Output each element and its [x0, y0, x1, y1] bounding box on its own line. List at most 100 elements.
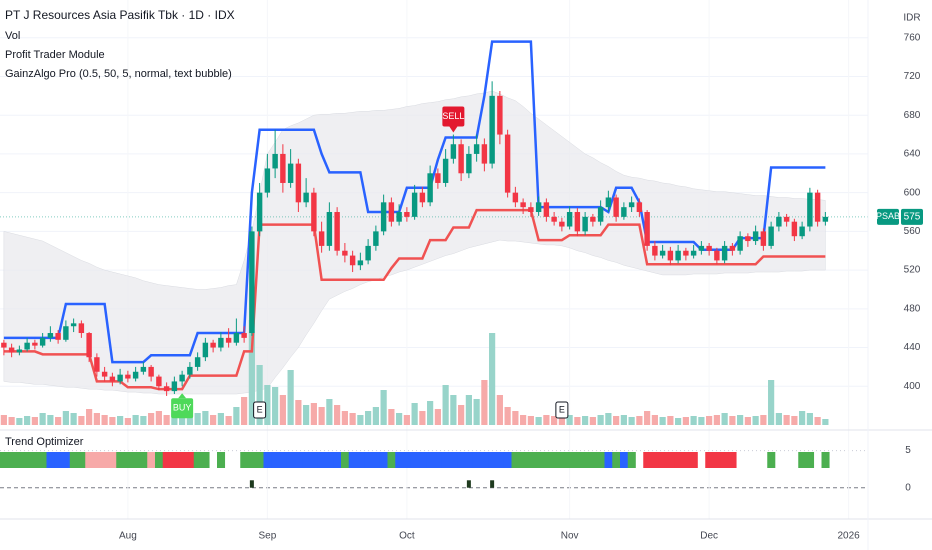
volume-bar	[752, 416, 759, 425]
trend-segment	[596, 452, 605, 468]
trend-segment	[434, 452, 443, 468]
trend-segment	[77, 452, 86, 468]
candle-body	[78, 323, 85, 334]
volume-bar	[326, 399, 333, 425]
candle-body	[334, 212, 340, 251]
candle-body	[411, 192, 418, 217]
candle-body	[218, 337, 224, 348]
trend-segment	[124, 452, 133, 468]
candle-body	[357, 260, 364, 266]
volume-bar	[210, 415, 217, 425]
candle-body	[404, 212, 410, 217]
candle-body	[566, 212, 573, 227]
volume-bar	[124, 418, 131, 425]
candle-body	[559, 221, 565, 227]
candle-body	[752, 231, 759, 242]
trend-segment	[728, 452, 737, 468]
candle-body	[667, 250, 674, 261]
volume-bar	[729, 416, 736, 425]
candle-body	[597, 207, 604, 222]
signal-bubble	[442, 106, 465, 127]
volume-bar	[155, 411, 162, 425]
candle-body	[148, 366, 154, 377]
candle-body	[140, 366, 147, 372]
candle-body	[535, 202, 542, 213]
volume-bar	[535, 417, 542, 425]
volume-bar	[171, 413, 178, 425]
trend-segment	[387, 452, 396, 468]
volume-bar	[163, 415, 170, 425]
y-tick-label: 400	[904, 381, 921, 392]
trend-segment	[449, 452, 458, 468]
volume-bar	[427, 401, 434, 425]
candle-body	[156, 376, 162, 387]
candle-body	[814, 192, 821, 222]
volume-bar	[380, 390, 387, 425]
trend-segment	[333, 452, 342, 468]
candle-body	[504, 134, 511, 193]
candle-body	[326, 212, 333, 246]
candle-body	[450, 144, 457, 159]
trend-segment	[558, 452, 567, 468]
candle-body	[659, 250, 666, 256]
candle-body	[520, 202, 526, 208]
volume-bar	[582, 416, 589, 425]
volume-bar	[272, 387, 279, 425]
volume-bar	[372, 407, 379, 425]
plot-area: BUY SELL E E	[0, 40, 868, 488]
candle-body	[543, 202, 550, 217]
trend-segment	[201, 452, 210, 468]
price-badge	[901, 208, 923, 225]
indicator-label: GainzAlgo Pro (0.5, 50, 5, normal, text …	[5, 68, 232, 80]
y-tick-label: 560	[904, 226, 921, 237]
signal-label: SELL	[442, 111, 464, 121]
trend-segment	[379, 452, 388, 468]
volume-bar	[814, 417, 821, 425]
volume-bar	[566, 415, 573, 425]
trend-segment	[643, 452, 652, 468]
volume-bar	[132, 415, 139, 425]
candle-body	[590, 216, 596, 222]
y-tick-label: 680	[904, 110, 921, 121]
candle-body	[574, 212, 581, 232]
candle-body	[256, 192, 263, 232]
indicator-label: Vol	[5, 30, 20, 42]
trend-segment	[457, 452, 466, 468]
trend-segment	[581, 452, 590, 468]
bollinger-band	[3, 90, 826, 395]
trend-segment	[403, 452, 412, 468]
volume-bar	[458, 405, 465, 425]
trend-segment	[255, 452, 264, 468]
candle-body	[613, 197, 619, 217]
candle-body	[721, 245, 728, 261]
trend-segment	[604, 452, 613, 468]
volume-bar	[520, 415, 527, 425]
event-marker	[555, 401, 569, 419]
trend-segment	[550, 452, 559, 468]
candle-body	[86, 333, 92, 358]
trend-segment	[713, 452, 722, 468]
volume-bar	[396, 413, 403, 425]
candle-body	[628, 202, 635, 208]
candle-body	[760, 231, 767, 246]
candle-body	[318, 231, 325, 246]
trend-segment	[317, 452, 326, 468]
candle-body	[63, 326, 69, 340]
trend-segment	[162, 452, 171, 468]
candle-body	[194, 357, 201, 367]
candle-body	[706, 245, 712, 251]
candle-body	[497, 95, 503, 135]
volume-bar	[589, 417, 596, 425]
trend-segment	[93, 452, 102, 468]
trend-segment	[263, 452, 272, 468]
x-tick-label: 2026	[838, 531, 861, 542]
candle-body	[690, 250, 697, 256]
candle-body	[171, 381, 178, 392]
trend-signal	[249, 480, 254, 488]
currency: IDR	[903, 13, 920, 24]
trend-segment	[302, 452, 311, 468]
trend-segment	[627, 452, 636, 468]
candle-body	[528, 207, 534, 213]
candle-body	[311, 192, 317, 232]
